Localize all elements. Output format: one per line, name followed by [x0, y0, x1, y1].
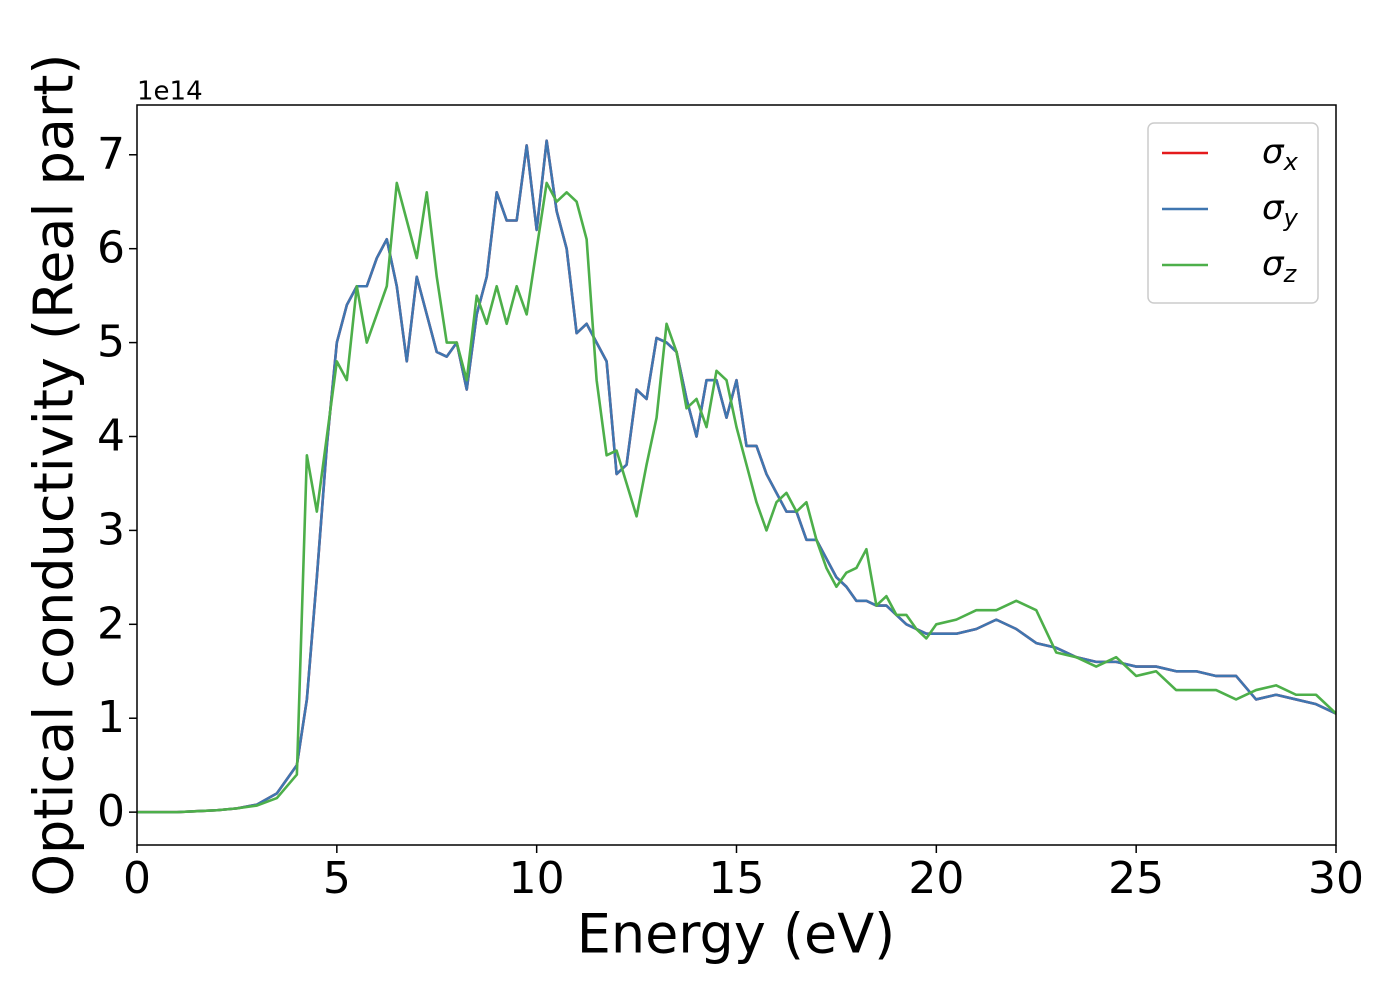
y-axis-label: Optical conductivity (Real part)	[23, 54, 86, 897]
series-line	[137, 181, 1336, 814]
x-tick-label: 15	[709, 853, 765, 904]
y-tick-label: 7	[97, 129, 125, 180]
y-tick-label: 0	[97, 786, 125, 837]
legend-box	[1147, 122, 1319, 304]
y-tick-label: 4	[97, 410, 125, 461]
y-tick-label: 2	[97, 598, 125, 649]
legend-label: σz	[1262, 244, 1298, 289]
x-tick-label: 0	[123, 853, 151, 904]
x-axis-label: Energy (eV)	[577, 903, 896, 966]
y-tick-label: 1	[97, 692, 125, 743]
x-tick-label: 10	[509, 853, 565, 904]
y-offset-label: 1e14	[137, 77, 203, 107]
y-tick-label: 6	[97, 223, 125, 274]
x-tick-label: 20	[908, 853, 964, 904]
x-tick-label: 30	[1308, 853, 1364, 904]
legend-label: σx	[1262, 132, 1299, 177]
plot-frame	[136, 104, 1337, 846]
y-tick-label: 3	[97, 504, 125, 555]
x-tick-label: 5	[323, 853, 351, 904]
x-tick-label: 25	[1108, 853, 1164, 904]
legend-label: σy	[1262, 188, 1299, 233]
y-tick-label: 5	[97, 317, 125, 368]
